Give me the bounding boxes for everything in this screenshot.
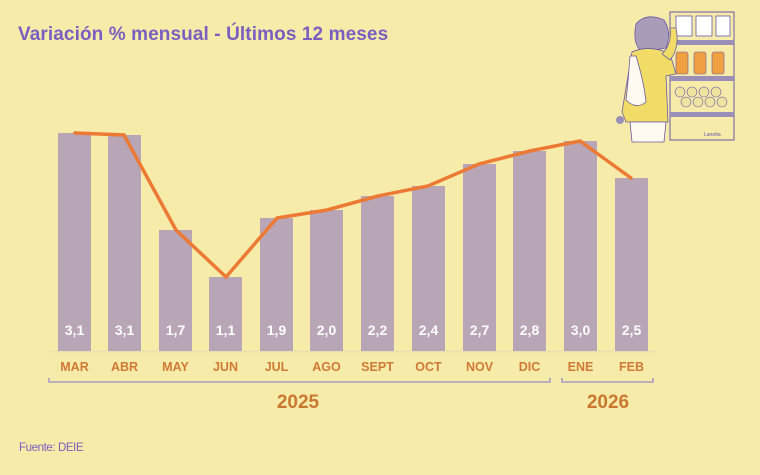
bar-dic	[513, 151, 546, 351]
value-label-may: 1,7	[166, 322, 186, 338]
bar-ene	[564, 141, 597, 351]
chart-title: Variación % mensual - Últimos 12 meses	[18, 24, 389, 45]
value-label-sept: 2,2	[368, 322, 388, 338]
value-label-dic: 2,8	[520, 322, 540, 338]
value-label-oct: 2,4	[419, 322, 439, 338]
year-bracket-2026	[561, 378, 654, 383]
source-note: Fuente: DEIE	[19, 442, 84, 454]
bar-may	[159, 230, 192, 351]
value-label-abr: 3,1	[115, 322, 135, 338]
bar-mar	[58, 133, 91, 351]
bar-oct	[412, 186, 445, 351]
bar-abr	[108, 135, 141, 351]
month-label-feb: FEB	[619, 360, 644, 374]
value-label-ago: 2,0	[317, 322, 337, 338]
shopper-illustration: Lanetta	[616, 11, 735, 143]
month-label-jun: JUN	[213, 360, 238, 374]
bar-sept	[361, 196, 394, 351]
year-label-2026: 2026	[587, 392, 629, 413]
bar-ago	[310, 210, 343, 351]
value-label-mar: 3,1	[65, 322, 85, 338]
month-label-ago: AGO	[312, 360, 341, 374]
bar-jun	[209, 277, 242, 351]
value-label-nov: 2,7	[470, 322, 490, 338]
illustration-signature: Lanetta	[704, 132, 721, 138]
month-label-oct: OCT	[415, 360, 442, 374]
value-label-jul: 1,9	[267, 322, 287, 338]
bar-feb	[615, 178, 648, 351]
year-bracket-2025	[48, 378, 551, 383]
bar-series	[58, 133, 648, 351]
month-label-abr: ABR	[111, 360, 138, 374]
value-label-ene: 3,0	[571, 322, 591, 338]
month-label-may: MAY	[162, 360, 189, 374]
month-label-dic: DIC	[519, 360, 541, 374]
month-label-sept: SEPT	[361, 360, 394, 374]
x-axis-labels: MAR ABR MAY JUN JUL AGO SEPT OCT NOV DIC…	[60, 360, 644, 374]
month-label-mar: MAR	[60, 360, 88, 374]
value-label-jun: 1,1	[216, 322, 236, 338]
bar-value-labels: 3,1 3,1 1,7 1,1 1,9 2,0 2,2 2,4 2,7 2,8 …	[65, 322, 642, 338]
month-label-jul: JUL	[265, 360, 289, 374]
bar-nov	[463, 164, 496, 351]
month-label-nov: NOV	[466, 360, 494, 374]
bar-jul	[260, 218, 293, 351]
value-label-feb: 2,5	[622, 322, 642, 338]
year-label-2025: 2025	[277, 392, 320, 413]
line-series	[73, 131, 633, 280]
month-label-ene: ENE	[568, 360, 594, 374]
